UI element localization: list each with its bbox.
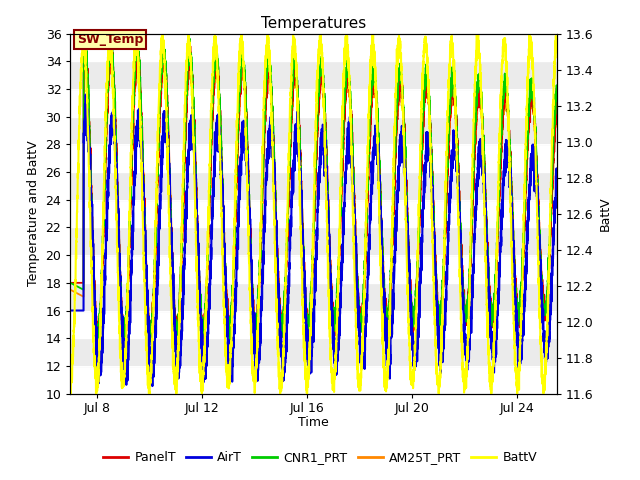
Bar — [70, 61, 557, 89]
Y-axis label: Temperature and BattV: Temperature and BattV — [27, 141, 40, 287]
Y-axis label: BattV: BattV — [599, 196, 612, 231]
Text: SW_Temp: SW_Temp — [77, 33, 143, 46]
Title: Temperatures: Temperatures — [261, 16, 366, 31]
Bar — [70, 117, 557, 144]
Bar — [70, 144, 557, 172]
X-axis label: Time: Time — [298, 416, 329, 429]
Bar — [70, 89, 557, 117]
Bar — [70, 34, 557, 61]
Bar — [70, 366, 557, 394]
Bar — [70, 311, 557, 338]
Bar — [70, 200, 557, 228]
Bar — [70, 172, 557, 200]
Bar — [70, 338, 557, 366]
Bar — [70, 228, 557, 255]
Legend: PanelT, AirT, CNR1_PRT, AM25T_PRT, BattV: PanelT, AirT, CNR1_PRT, AM25T_PRT, BattV — [98, 446, 542, 469]
Bar — [70, 283, 557, 311]
Bar — [70, 255, 557, 283]
